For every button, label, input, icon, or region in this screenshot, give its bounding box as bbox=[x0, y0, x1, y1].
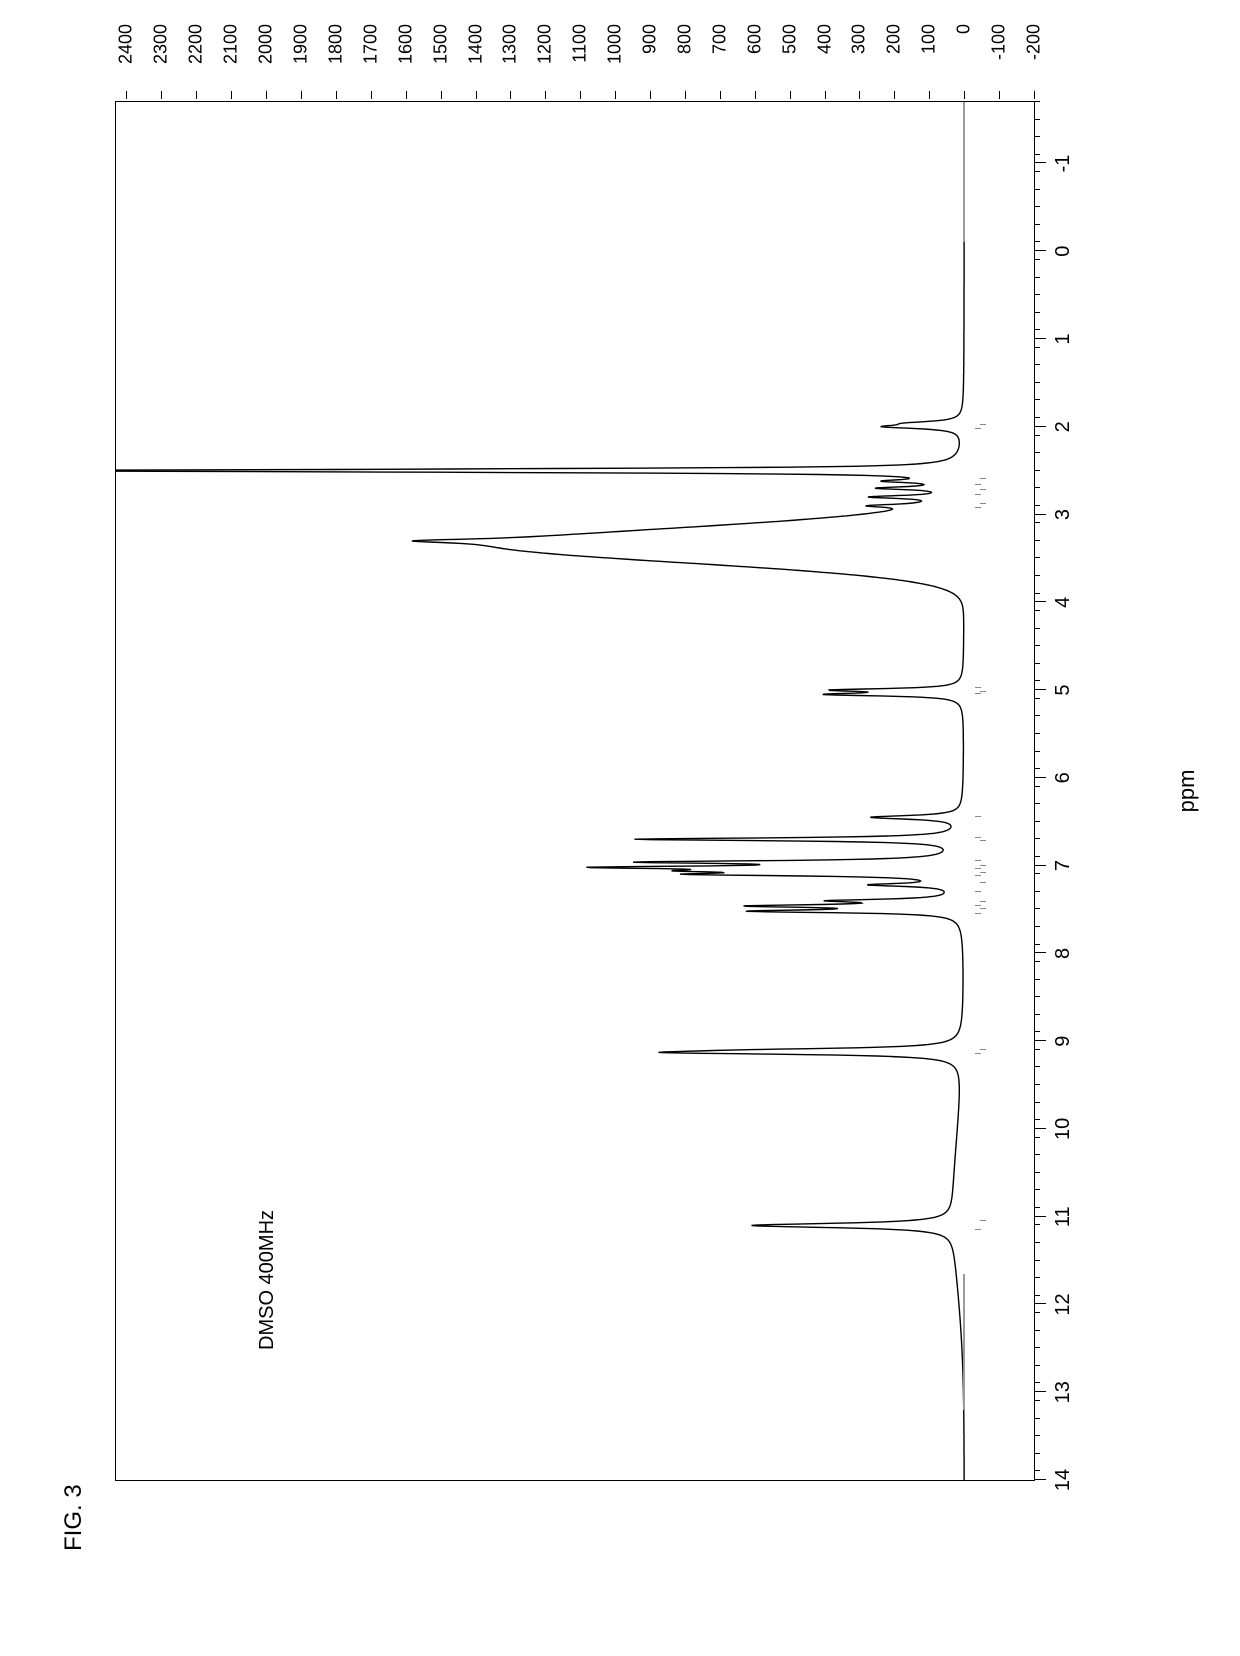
x-tick-label: 0 bbox=[1052, 246, 1075, 257]
y-tick-label: 1100 bbox=[570, 24, 591, 63]
plot-frame: DMSO 400MHz 2400230022002100200019001800… bbox=[115, 101, 1035, 1481]
x-tick-label: 10 bbox=[1052, 1118, 1075, 1140]
peak-marker bbox=[980, 901, 986, 902]
y-tick-label: 300 bbox=[849, 24, 870, 54]
x-tick-label: 9 bbox=[1052, 1036, 1075, 1047]
baseline-marker-left bbox=[963, 1274, 965, 1410]
x-tick-label: 2 bbox=[1052, 421, 1075, 432]
y-tick-label: 900 bbox=[640, 24, 661, 54]
y-tick-label: 100 bbox=[919, 24, 940, 54]
x-tick-label: 8 bbox=[1052, 948, 1075, 959]
y-tick-label: -100 bbox=[989, 24, 1010, 60]
plot-area: DMSO 400MHz 2400230022002100200019001800… bbox=[115, 101, 1125, 1481]
y-tick-label: 600 bbox=[744, 24, 765, 54]
y-tick-label: 2000 bbox=[256, 24, 277, 64]
y-tick-label: 2300 bbox=[151, 24, 172, 64]
x-tick-label: 7 bbox=[1052, 860, 1075, 871]
x-tick-label: 3 bbox=[1052, 509, 1075, 520]
peak-marker bbox=[980, 1220, 986, 1221]
y-tick-label: 1500 bbox=[430, 24, 451, 64]
x-tick-label: 11 bbox=[1052, 1206, 1075, 1227]
y-tick-label: 1000 bbox=[605, 24, 626, 64]
y-tick-label: 2200 bbox=[186, 24, 207, 64]
y-tick-label: 1300 bbox=[500, 24, 521, 64]
peak-marker bbox=[980, 478, 986, 479]
x-tick-label: 4 bbox=[1052, 597, 1075, 608]
y-tick-label: 1600 bbox=[395, 24, 416, 64]
x-tick-label: 1 bbox=[1052, 333, 1075, 344]
x-axis-label: ppm bbox=[1174, 770, 1200, 813]
peak-marker bbox=[980, 909, 986, 910]
peak-marker bbox=[980, 691, 986, 692]
y-tick-label: 500 bbox=[779, 24, 800, 54]
y-tick-label: 200 bbox=[884, 24, 905, 54]
peak-marker bbox=[980, 1049, 986, 1050]
peak-marker bbox=[980, 424, 986, 425]
y-axis: 2400230022002100200019001800170016001500… bbox=[116, 92, 1034, 102]
nmr-spectrum-line bbox=[116, 102, 1034, 1480]
peak-marker bbox=[980, 865, 986, 866]
x-tick-label: 14 bbox=[1052, 1469, 1075, 1491]
peak-marker bbox=[980, 840, 986, 841]
y-tick-label: 1400 bbox=[465, 24, 486, 64]
x-axis: 14131211109876543210-1 bbox=[1034, 102, 1035, 1480]
y-tick-label: 2400 bbox=[116, 24, 137, 64]
y-tick-label: 1700 bbox=[360, 24, 381, 64]
peak-marker bbox=[980, 489, 986, 490]
y-tick-label: 1800 bbox=[325, 24, 346, 64]
y-tick-label: 700 bbox=[709, 24, 730, 54]
x-tick-label: 5 bbox=[1052, 685, 1075, 696]
x-tick-label: 6 bbox=[1052, 772, 1075, 783]
y-tick-label: 1900 bbox=[291, 24, 312, 64]
spectrum-trace bbox=[116, 102, 964, 1480]
figure-label: FIG. 3 bbox=[60, 1484, 88, 1551]
y-tick-label: 1200 bbox=[535, 24, 556, 64]
x-tick-label: 13 bbox=[1052, 1381, 1075, 1403]
y-tick-label: -200 bbox=[1024, 24, 1045, 60]
y-tick-label: 2100 bbox=[221, 24, 242, 64]
peak-marker bbox=[980, 882, 986, 883]
x-tick-label: 12 bbox=[1052, 1293, 1075, 1315]
nmr-figure: FIG. 3 DMSO 400MHz 240023002200210020001… bbox=[0, 0, 1240, 1656]
peak-marker bbox=[980, 503, 986, 504]
x-tick-label: -1 bbox=[1052, 155, 1075, 173]
y-tick-label: 800 bbox=[674, 24, 695, 54]
y-tick-label: 0 bbox=[954, 24, 975, 34]
peak-markers-row-2 bbox=[980, 102, 986, 1480]
baseline-marker-right bbox=[963, 102, 965, 242]
y-tick-label: 400 bbox=[814, 24, 835, 54]
peak-marker bbox=[980, 872, 986, 873]
